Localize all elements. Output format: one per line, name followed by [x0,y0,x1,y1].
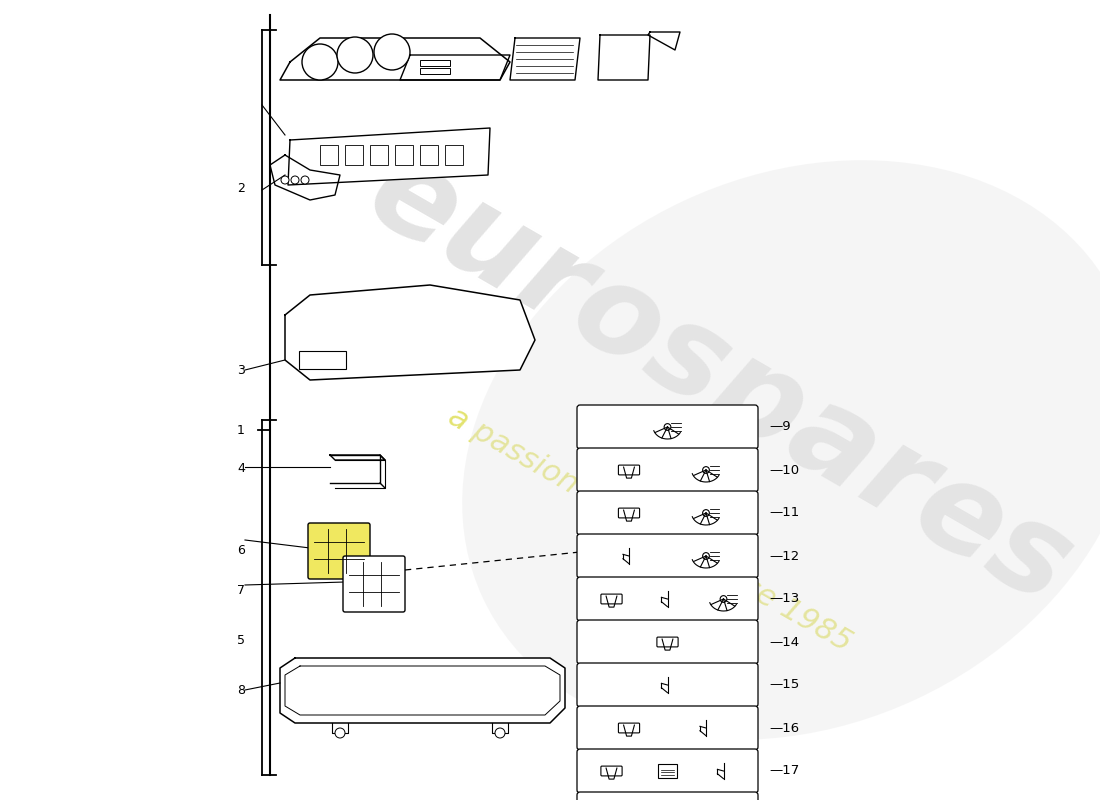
FancyBboxPatch shape [299,351,346,369]
FancyBboxPatch shape [578,663,758,707]
Polygon shape [510,38,580,80]
Bar [420,68,450,74]
FancyBboxPatch shape [578,405,758,449]
Text: 5: 5 [236,634,245,646]
Bar [395,145,412,165]
FancyBboxPatch shape [578,749,758,793]
Bar [446,145,463,165]
FancyBboxPatch shape [578,448,758,492]
Polygon shape [285,285,535,380]
Text: 8: 8 [236,683,245,697]
Polygon shape [648,32,680,50]
Polygon shape [400,55,510,80]
Text: —17: —17 [769,765,800,778]
Polygon shape [270,155,340,200]
Text: 2: 2 [238,182,245,194]
Text: a passion for parts since 1985: a passion for parts since 1985 [443,402,857,658]
FancyBboxPatch shape [578,706,758,750]
Circle shape [302,44,338,80]
Text: eurospares: eurospares [348,130,1092,630]
Ellipse shape [462,160,1100,740]
Bar [420,60,450,66]
FancyBboxPatch shape [578,792,758,800]
Text: —14: —14 [769,635,799,649]
Circle shape [703,466,710,474]
FancyBboxPatch shape [618,465,639,475]
FancyBboxPatch shape [601,594,623,604]
Circle shape [292,176,299,184]
Circle shape [720,596,727,602]
Circle shape [664,424,671,430]
Circle shape [301,176,309,184]
Polygon shape [330,455,380,483]
Polygon shape [288,128,490,185]
Bar [370,145,388,165]
Circle shape [280,176,289,184]
Text: —13: —13 [769,593,800,606]
Circle shape [703,510,710,516]
Text: —9: —9 [769,421,791,434]
Text: —15: —15 [769,678,800,691]
FancyBboxPatch shape [578,577,758,621]
Polygon shape [280,38,510,80]
Polygon shape [598,35,650,80]
Circle shape [495,728,505,738]
FancyBboxPatch shape [578,491,758,535]
FancyBboxPatch shape [578,620,758,664]
Text: 4: 4 [238,462,245,474]
FancyBboxPatch shape [658,765,678,778]
FancyBboxPatch shape [601,766,623,776]
Text: —11: —11 [769,506,800,519]
Text: 3: 3 [238,363,245,377]
FancyBboxPatch shape [308,523,370,579]
Circle shape [337,37,373,73]
Bar [420,145,438,165]
Text: 6: 6 [238,543,245,557]
Polygon shape [280,658,565,723]
FancyBboxPatch shape [343,556,405,612]
Text: 1: 1 [238,423,245,437]
Text: 7: 7 [236,583,245,597]
FancyBboxPatch shape [618,508,639,518]
FancyBboxPatch shape [578,534,758,578]
Text: —16: —16 [769,722,799,734]
Circle shape [703,553,710,559]
Circle shape [374,34,410,70]
Text: —12: —12 [769,550,800,562]
FancyBboxPatch shape [657,637,678,647]
Circle shape [336,728,345,738]
Bar [345,145,363,165]
Bar [320,145,338,165]
Text: —10: —10 [769,463,799,477]
FancyBboxPatch shape [618,723,639,733]
